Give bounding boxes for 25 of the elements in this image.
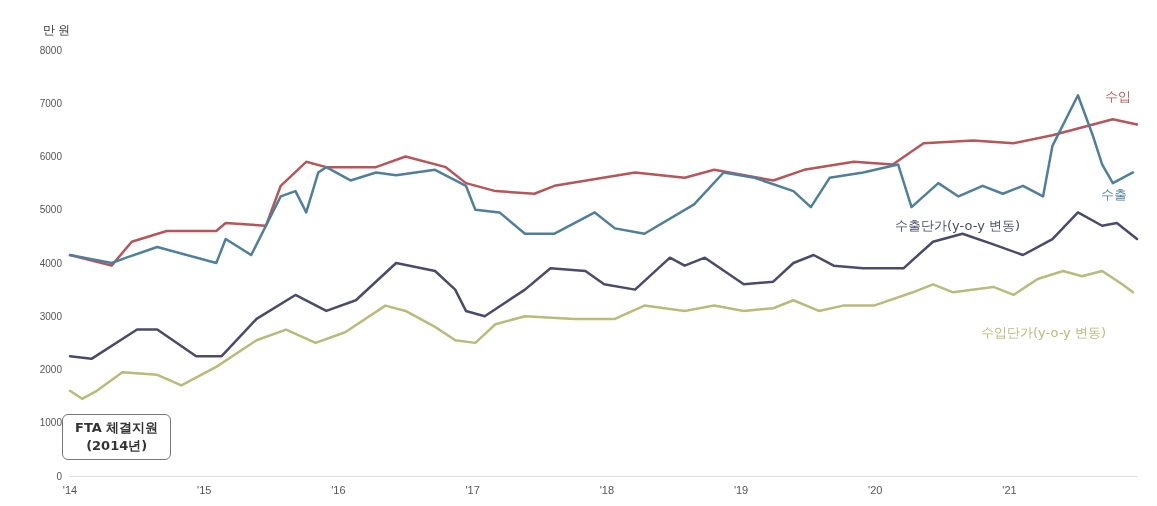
- x-tick-label: '17: [465, 483, 480, 496]
- x-tick-label: '14: [62, 483, 78, 496]
- y-tick-label: 4000: [39, 257, 63, 269]
- y-tick-label: 6000: [39, 151, 63, 162]
- x-tick-label: '21: [1002, 483, 1017, 496]
- line-series: [68, 269, 1135, 401]
- y-tick-label: 1000: [39, 417, 63, 429]
- x-tick-label: '18: [599, 483, 615, 496]
- y-tick-label: 7000: [39, 97, 63, 109]
- x-tick-label: '20: [868, 483, 883, 496]
- series-label: 수출단가(y-o-y 변동): [895, 217, 1021, 233]
- y-tick-label: 5000: [39, 204, 63, 216]
- line-series: [68, 211, 1139, 361]
- annotation: FTA 체결지원 (2014년): [62, 414, 172, 460]
- x-tick-label: '19: [733, 483, 749, 496]
- series-label: 수입: [1105, 89, 1131, 105]
- y-tick-label: 0: [56, 470, 63, 482]
- y-tick-label: 3000: [39, 310, 63, 322]
- y-axis-title: 만 원: [42, 23, 70, 37]
- series-label: 수출: [1100, 186, 1127, 202]
- x-tick-label: '16: [331, 483, 346, 496]
- y-tick-label: 8000: [39, 44, 63, 56]
- y-tick-label: 2000: [39, 364, 63, 375]
- text: 수입단가(y-o-y 변동): [980, 324, 1106, 340]
- x-tick-label: '15: [197, 483, 212, 496]
